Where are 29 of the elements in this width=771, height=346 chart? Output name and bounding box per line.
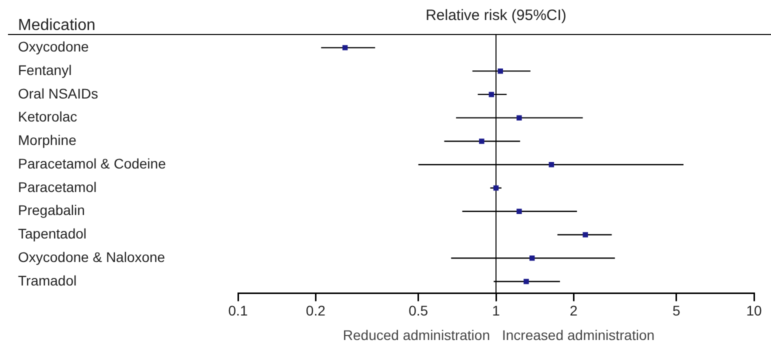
x-tick-label: 1 [492,302,500,318]
y-tick-label: Fentanyl [18,62,72,78]
x-tick-label: 10 [746,302,762,318]
point [488,92,494,98]
y-tick-label: Morphine [18,132,77,148]
y-tick-label: Ketorolac [18,108,78,125]
y-tick-label: Oxycodone [18,38,90,55]
x-tick-label: 5 [672,302,680,318]
x-tick-label: 0.1 [228,302,248,318]
point [516,208,522,214]
y-tick-label: Tapentadol [18,226,87,242]
point [498,68,504,74]
text: Increased administration [502,327,655,343]
y-tick-label: Pregabalin [18,202,85,218]
point [524,278,529,284]
y-tick-label: Oxycodone & Naloxone [18,248,166,265]
point [516,115,522,120]
y-axis-title: Medication [18,17,96,34]
point [493,185,499,191]
point [529,256,535,261]
x-tick-label: 0.2 [306,302,326,318]
chart-title: Relative risk (95%CI) [426,7,566,24]
x-tick-label: 2 [570,302,578,318]
y-tick-label: Oral NSAIDs [18,85,98,102]
y-tick-label: Tramadol [18,272,77,288]
x-tick-label: 0.5 [408,302,428,318]
y-tick-label: Paracetamol & Codeine [18,155,166,172]
y-tick-label: Paracetamol [18,178,97,195]
text: Reduced administration [342,327,490,343]
